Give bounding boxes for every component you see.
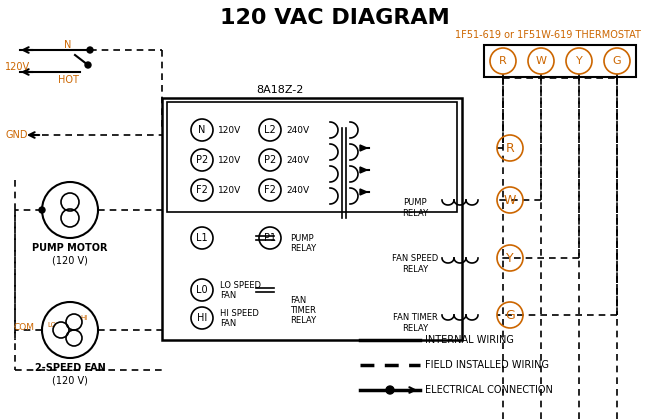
Text: L2: L2 [264, 125, 276, 135]
Text: N: N [64, 40, 72, 50]
Text: RELAY: RELAY [290, 316, 316, 324]
Text: HI: HI [197, 313, 207, 323]
Text: 240V: 240V [286, 126, 309, 134]
Bar [484, 45, 636, 77]
Text: FAN: FAN [220, 290, 237, 300]
Text: COM: COM [14, 323, 35, 331]
Text: 120V: 120V [218, 126, 241, 134]
Text: Y: Y [507, 251, 514, 264]
Text: RELAY: RELAY [290, 243, 316, 253]
Text: 1F51-619 or 1F51W-619 THERMOSTAT: 1F51-619 or 1F51W-619 THERMOSTAT [455, 30, 641, 40]
Text: LO SPEED: LO SPEED [220, 280, 261, 290]
Text: R: R [506, 142, 515, 155]
Text: HI SPEED: HI SPEED [220, 308, 259, 318]
Text: G: G [612, 56, 621, 66]
Text: P2: P2 [264, 155, 276, 165]
Text: FIELD INSTALLED WIRING: FIELD INSTALLED WIRING [425, 360, 549, 370]
Text: R: R [499, 56, 507, 66]
Text: W: W [504, 194, 516, 207]
Polygon shape [360, 145, 367, 151]
Text: FAN TIMER
RELAY: FAN TIMER RELAY [393, 313, 438, 333]
Polygon shape [360, 167, 367, 173]
Text: FAN: FAN [220, 318, 237, 328]
Text: P1: P1 [264, 233, 276, 243]
Text: L1: L1 [196, 233, 208, 243]
Text: TIMER: TIMER [290, 305, 316, 315]
Text: N: N [198, 125, 206, 135]
Text: LO: LO [48, 322, 56, 328]
Text: PUMP: PUMP [290, 233, 314, 243]
Text: (120 V): (120 V) [52, 375, 88, 385]
Bar [162, 98, 462, 340]
Text: ELECTRICAL CONNECTION: ELECTRICAL CONNECTION [425, 385, 553, 395]
Bar [167, 102, 457, 212]
Text: L0: L0 [196, 285, 208, 295]
Text: 2-SPEED FAN: 2-SPEED FAN [35, 363, 105, 373]
Text: P2: P2 [196, 155, 208, 165]
Circle shape [386, 386, 394, 394]
Text: PUMP
RELAY: PUMP RELAY [402, 198, 428, 218]
Circle shape [87, 47, 93, 53]
Text: INTERNAL WIRING: INTERNAL WIRING [425, 335, 514, 345]
Text: HOT: HOT [58, 75, 78, 85]
Polygon shape [360, 189, 367, 195]
Text: 120 VAC DIAGRAM: 120 VAC DIAGRAM [220, 8, 450, 28]
Text: GND: GND [5, 130, 27, 140]
Text: Y: Y [576, 56, 582, 66]
Circle shape [39, 207, 45, 213]
Text: F2: F2 [196, 185, 208, 195]
Text: 240V: 240V [286, 186, 309, 194]
Text: PUMP MOTOR: PUMP MOTOR [32, 243, 108, 253]
Circle shape [85, 62, 91, 68]
Text: G: G [505, 308, 515, 321]
Text: 8A18Z-2: 8A18Z-2 [257, 85, 304, 95]
Text: HI: HI [80, 315, 88, 321]
Text: FAN: FAN [290, 295, 306, 305]
Text: FAN SPEED
RELAY: FAN SPEED RELAY [392, 254, 438, 274]
Text: 240V: 240V [286, 155, 309, 165]
Text: 120V: 120V [218, 155, 241, 165]
Text: W: W [535, 56, 547, 66]
Text: 120V: 120V [5, 62, 30, 72]
Text: 120V: 120V [218, 186, 241, 194]
Text: (120 V): (120 V) [52, 255, 88, 265]
Text: F2: F2 [264, 185, 276, 195]
